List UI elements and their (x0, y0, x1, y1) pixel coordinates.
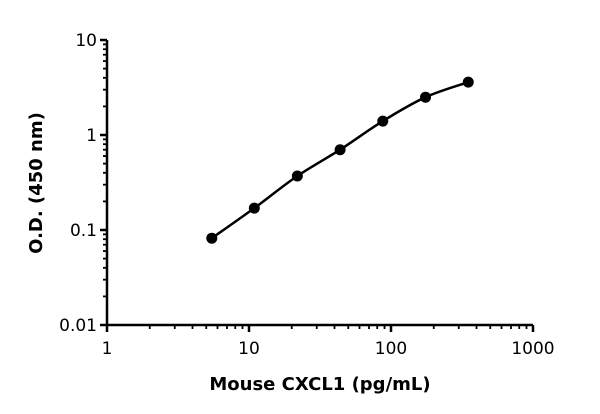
data-point-marker (334, 144, 346, 156)
data-point-marker (291, 170, 303, 182)
y-tick-label: 10 (75, 31, 97, 51)
data-point-marker (248, 202, 260, 214)
data-point-marker (377, 115, 389, 127)
x-tick-label: 1 (102, 339, 113, 359)
y-tick-label: 1 (86, 126, 97, 146)
x-axis-label: Mouse CXCL1 (pg/mL) (209, 374, 430, 395)
data-point-marker (462, 76, 474, 88)
x-tick-label: 100 (375, 339, 407, 359)
data-points (206, 76, 474, 244)
x-tick-label: 10 (238, 339, 260, 359)
data-point-marker (206, 232, 218, 244)
y-tick-label: 0.01 (59, 316, 97, 336)
y-axis-label: O.D. (450 nm) (26, 112, 47, 254)
fitted-curve (211, 80, 469, 240)
data-point-marker (420, 91, 432, 103)
y-tick-label: 0.1 (70, 221, 97, 241)
x-tick-label: 1000 (511, 339, 554, 359)
axes: 1 10 100 1000 0.01 0.1 1 10 (59, 31, 554, 359)
